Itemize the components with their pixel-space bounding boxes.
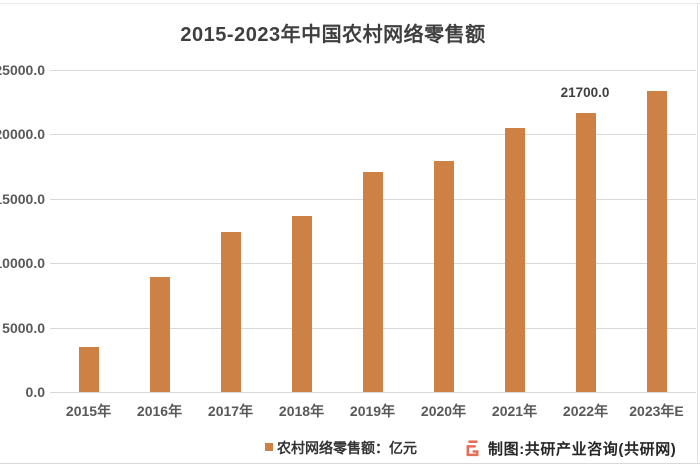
bar-value-label: 21700.0 (560, 84, 610, 100)
bar (575, 112, 596, 392)
x-tick-label: 2019年 (349, 403, 396, 419)
x-tick-label: 2016年 (136, 403, 183, 419)
y-tick-label: 0.0 (25, 384, 45, 400)
y-tick-label: 25000.0 (0, 62, 45, 78)
bar (291, 215, 312, 392)
bar (220, 232, 241, 392)
credit-text: 制图:共研产业咨询(共研网) (488, 441, 677, 458)
gridline (50, 134, 696, 136)
bar (504, 127, 525, 392)
x-tick-label: 2015年 (65, 403, 112, 419)
x-tick-label: 2020年 (420, 403, 467, 419)
frame-right-border (697, 3, 698, 464)
gridline (50, 70, 696, 71)
gridline (50, 392, 696, 393)
x-tick-label: 2018年 (278, 403, 325, 419)
y-tick-label: 15000.0 (0, 190, 45, 207)
chart-title: 2015-2023年中国农村网络零售额 (180, 24, 486, 46)
frame-top-border (0, 3, 700, 4)
x-tick-label: 2021年 (491, 403, 538, 419)
x-tick-label: 2023年E (629, 403, 684, 419)
bar (149, 276, 170, 392)
legend-label: 农村网络零售额：亿元 (277, 440, 417, 456)
x-tick-label: 2022年 (562, 403, 609, 419)
frame-bottom-border (0, 463, 700, 464)
legend-marker-swatch (265, 443, 273, 451)
gongyanwang-logo-icon (466, 440, 479, 457)
y-tick-label: 5000.0 (2, 319, 45, 336)
y-tick-label: 10000.0 (0, 255, 45, 272)
x-tick-label: 2017年 (207, 403, 254, 419)
y-tick-label: 20000.0 (0, 126, 45, 143)
bar (78, 346, 99, 392)
bar (646, 90, 667, 392)
bar (362, 171, 383, 392)
bar (433, 161, 454, 392)
